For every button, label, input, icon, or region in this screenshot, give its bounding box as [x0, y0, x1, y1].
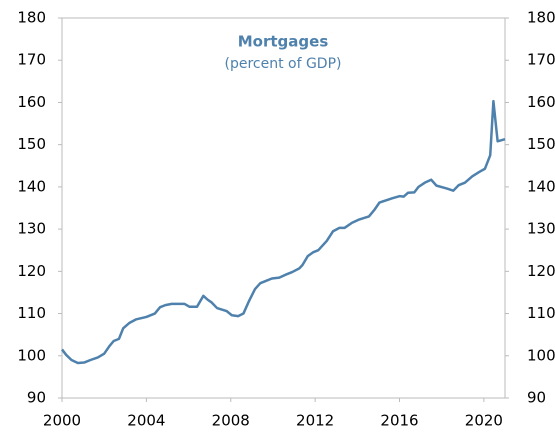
y-tick-label: 150 [17, 135, 46, 153]
data-line [61, 99, 506, 365]
x-tick-label: 2008 [212, 412, 250, 430]
y2-tick-label: 150 [527, 135, 555, 153]
x-tick-label: 2016 [380, 412, 418, 430]
y-tick-label: 160 [17, 93, 46, 111]
y-tick-label: 140 [17, 177, 46, 195]
y2-tick-label: 130 [527, 220, 555, 238]
y2-tick-label: 140 [527, 177, 555, 195]
y-tick-label: 130 [17, 220, 46, 238]
y2-tick-label: 110 [527, 304, 555, 322]
plot-frame [61, 17, 506, 399]
y-tick-label: 90 [27, 389, 46, 407]
x-tick-label: 2012 [296, 412, 334, 430]
chart-title: Mortgages [238, 33, 329, 51]
x-tick-label: 2000 [43, 412, 81, 430]
x-tick-label: 2004 [127, 412, 165, 430]
y2-tick-label: 170 [527, 51, 555, 69]
y2-tick-label: 90 [527, 389, 546, 407]
y2-tick-label: 160 [527, 93, 555, 111]
y2-tick-label: 100 [527, 346, 555, 364]
x-tick-label: 2020 [465, 412, 503, 430]
y-tick-label: 110 [17, 304, 46, 322]
y-tick-label: 100 [17, 346, 46, 364]
y-tick-label: 180 [17, 9, 46, 27]
y2-tick-label: 120 [527, 262, 555, 280]
y-tick-label: 170 [17, 51, 46, 69]
y2-tick-label: 180 [527, 9, 555, 27]
chart-subtitle: (percent of GDP) [224, 56, 341, 72]
y-tick-label: 120 [17, 262, 46, 280]
